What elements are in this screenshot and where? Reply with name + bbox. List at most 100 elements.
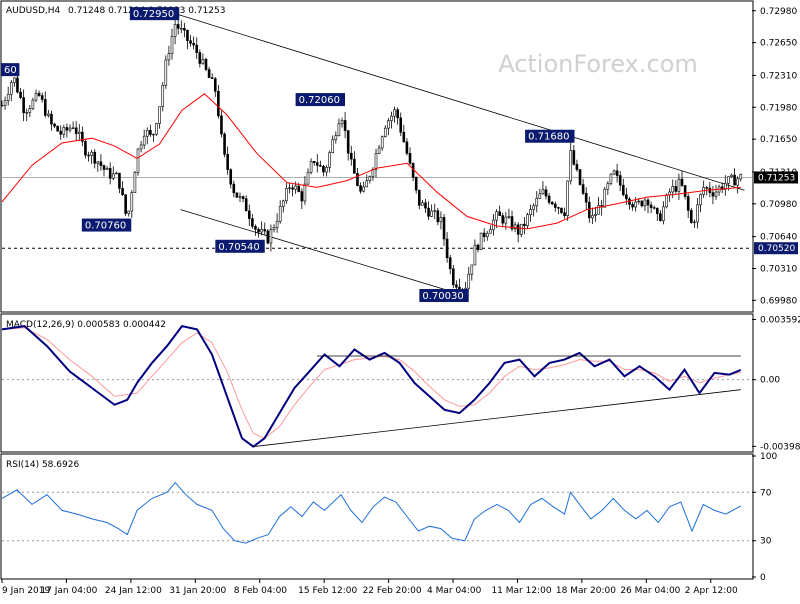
candle-body [421,202,424,206]
candle-body [427,207,430,217]
candle-body [294,185,297,190]
x-tick-label: 31 Jan 20:00 [169,586,226,596]
macd-line [1,324,742,448]
candle-body [28,108,32,113]
candle-body [609,173,613,184]
candle-body [587,201,591,219]
candle-body [9,82,13,95]
candle-body [173,24,177,37]
candle-body [393,109,396,117]
candle-body [118,172,121,189]
macd-layer [1,324,752,448]
x-tick-label: 8 Feb 04:00 [234,586,288,596]
callout-label-6: 60 [4,65,17,76]
callout-label-3: 0.70760 [85,221,126,232]
candle-body [300,191,304,202]
candle-body [485,232,489,237]
candle-body [597,205,600,215]
x-tick-label: 17 Jan 04:00 [40,586,97,596]
candle-body [519,223,523,235]
candle-body [312,161,316,163]
price-tick-label: 0.70310 [760,264,797,274]
x-tick-label: 24 Jan 12:00 [105,586,162,596]
candle-body [402,131,406,143]
macd-label: MACD(12,26,9) 0.000583 0.000442 [6,320,166,330]
current-price-label: 0.71253 [758,173,795,183]
candle-body [470,264,474,275]
candle-body [161,84,165,108]
candle-body [155,123,158,135]
candle-body [226,153,229,170]
candle-body [145,129,149,137]
macd-support-line [253,389,741,448]
candle-body [563,212,566,216]
candle-body [306,171,310,185]
x-tick-label: 9 Jan 2019 [2,586,50,596]
price-tick-label: 0.71650 [760,135,797,145]
candle-body [309,161,313,173]
candle-body [430,210,433,217]
candle-body [77,131,81,134]
candle-body [417,189,421,206]
candle-body [272,227,276,230]
candle-body [257,229,260,233]
candle-body [152,133,155,136]
candle-body [59,130,63,135]
candle-body [566,180,569,216]
candle-body [572,150,576,165]
candle-body [198,52,202,64]
candle-body [251,218,254,227]
candle-body [207,69,211,79]
candle-body [291,187,294,190]
candle-body [643,199,647,207]
candle-body [659,213,662,221]
candle-body [266,230,270,244]
candle-body [6,94,10,101]
price-tick-label: 0.69980 [760,296,797,306]
candle-body [553,203,557,208]
candle-body [689,210,693,223]
price-tick-label: 0.70640 [760,233,797,243]
price-tick-label: 0.72980 [760,7,797,17]
candle-body [87,154,90,157]
candle-body [730,174,733,177]
candle-body [56,125,59,132]
candle-body [149,129,152,135]
candle-body [297,185,301,192]
candle-body [405,141,409,154]
candle-body [662,206,665,221]
candle-body [578,169,582,185]
rsi-tick-label: 30 [760,537,772,547]
moving-average-line [1,93,741,230]
rsi-label: RSI(14) 58.6926 [6,460,79,470]
candle-body [699,194,702,206]
candle-body [68,127,72,131]
candle-body [736,178,739,186]
x-tick-label: 26 Mar 04:00 [620,586,680,596]
candle-body [634,201,637,208]
candle-body [241,196,245,199]
candle-body [260,229,263,233]
candle-body [102,165,106,170]
candle-body [40,95,44,100]
candle-body [142,135,146,146]
callout-label-4: 0.70540 [218,242,259,253]
axis-layer: 0.729800.726500.723100.719800.716500.713… [1,7,800,596]
candle-body [501,215,505,224]
candle-body [538,193,542,199]
candle-body [442,217,446,240]
candle-body [25,112,29,114]
candle-body [547,195,551,203]
candle-body [631,204,634,208]
candle-body [513,224,517,230]
candle-body [84,141,87,156]
lower-channel-line [180,209,465,296]
candle-body [433,210,437,212]
candle-body [507,216,511,218]
candle-body [189,40,192,44]
candle-body [278,206,282,222]
callout-label-5: 0.70030 [422,291,463,302]
candle-body [334,135,338,141]
candle-body [349,152,353,160]
candle-body [179,27,183,30]
